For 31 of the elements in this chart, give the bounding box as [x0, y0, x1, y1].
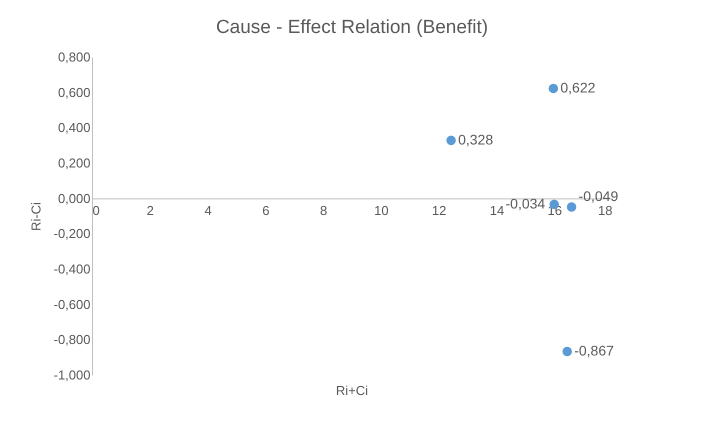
chart-title: Cause - Effect Relation (Benefit) — [216, 17, 488, 38]
y-tick-label: 0,400 — [58, 120, 90, 136]
data-label: -0,034 — [506, 195, 546, 212]
y-tick-label: 0,000 — [58, 190, 90, 206]
y-tick-label: -0,400 — [54, 262, 90, 276]
x-axis-title: Ri+Ci — [336, 383, 368, 398]
x-tick-label: 18 — [598, 202, 612, 218]
y-tick-label: -1,000 — [54, 368, 90, 382]
point — [566, 202, 576, 212]
y-tick-label: -0,600 — [54, 296, 90, 312]
data-label: 0,622 — [560, 79, 596, 96]
data-label: -0,867 — [574, 342, 614, 359]
point — [562, 346, 572, 356]
x-tick-label: 8 — [320, 202, 328, 218]
x-tick-label: 6 — [262, 202, 270, 218]
x-tick-label: 2 — [146, 202, 154, 218]
y-tick-label: -0,200 — [54, 226, 90, 242]
point — [446, 136, 456, 146]
x-tick-label: 0 — [92, 202, 100, 218]
point — [548, 84, 558, 94]
data-label: 0,328 — [458, 131, 494, 148]
x-tick-label: 12 — [432, 202, 446, 218]
data-label: -0,049 — [578, 188, 618, 204]
y-axis-title: Ri-Ci — [28, 202, 44, 231]
x-tick-label: 4 — [204, 202, 212, 218]
x-tick-label: 10 — [374, 202, 389, 218]
x-tick-label: 14 — [490, 202, 504, 218]
y-tick-label: 0,800 — [58, 50, 90, 64]
y-tick-label: -0,800 — [54, 332, 90, 348]
y-tick-label: 0,600 — [58, 84, 90, 100]
y-tick-label: 0,200 — [58, 156, 90, 170]
